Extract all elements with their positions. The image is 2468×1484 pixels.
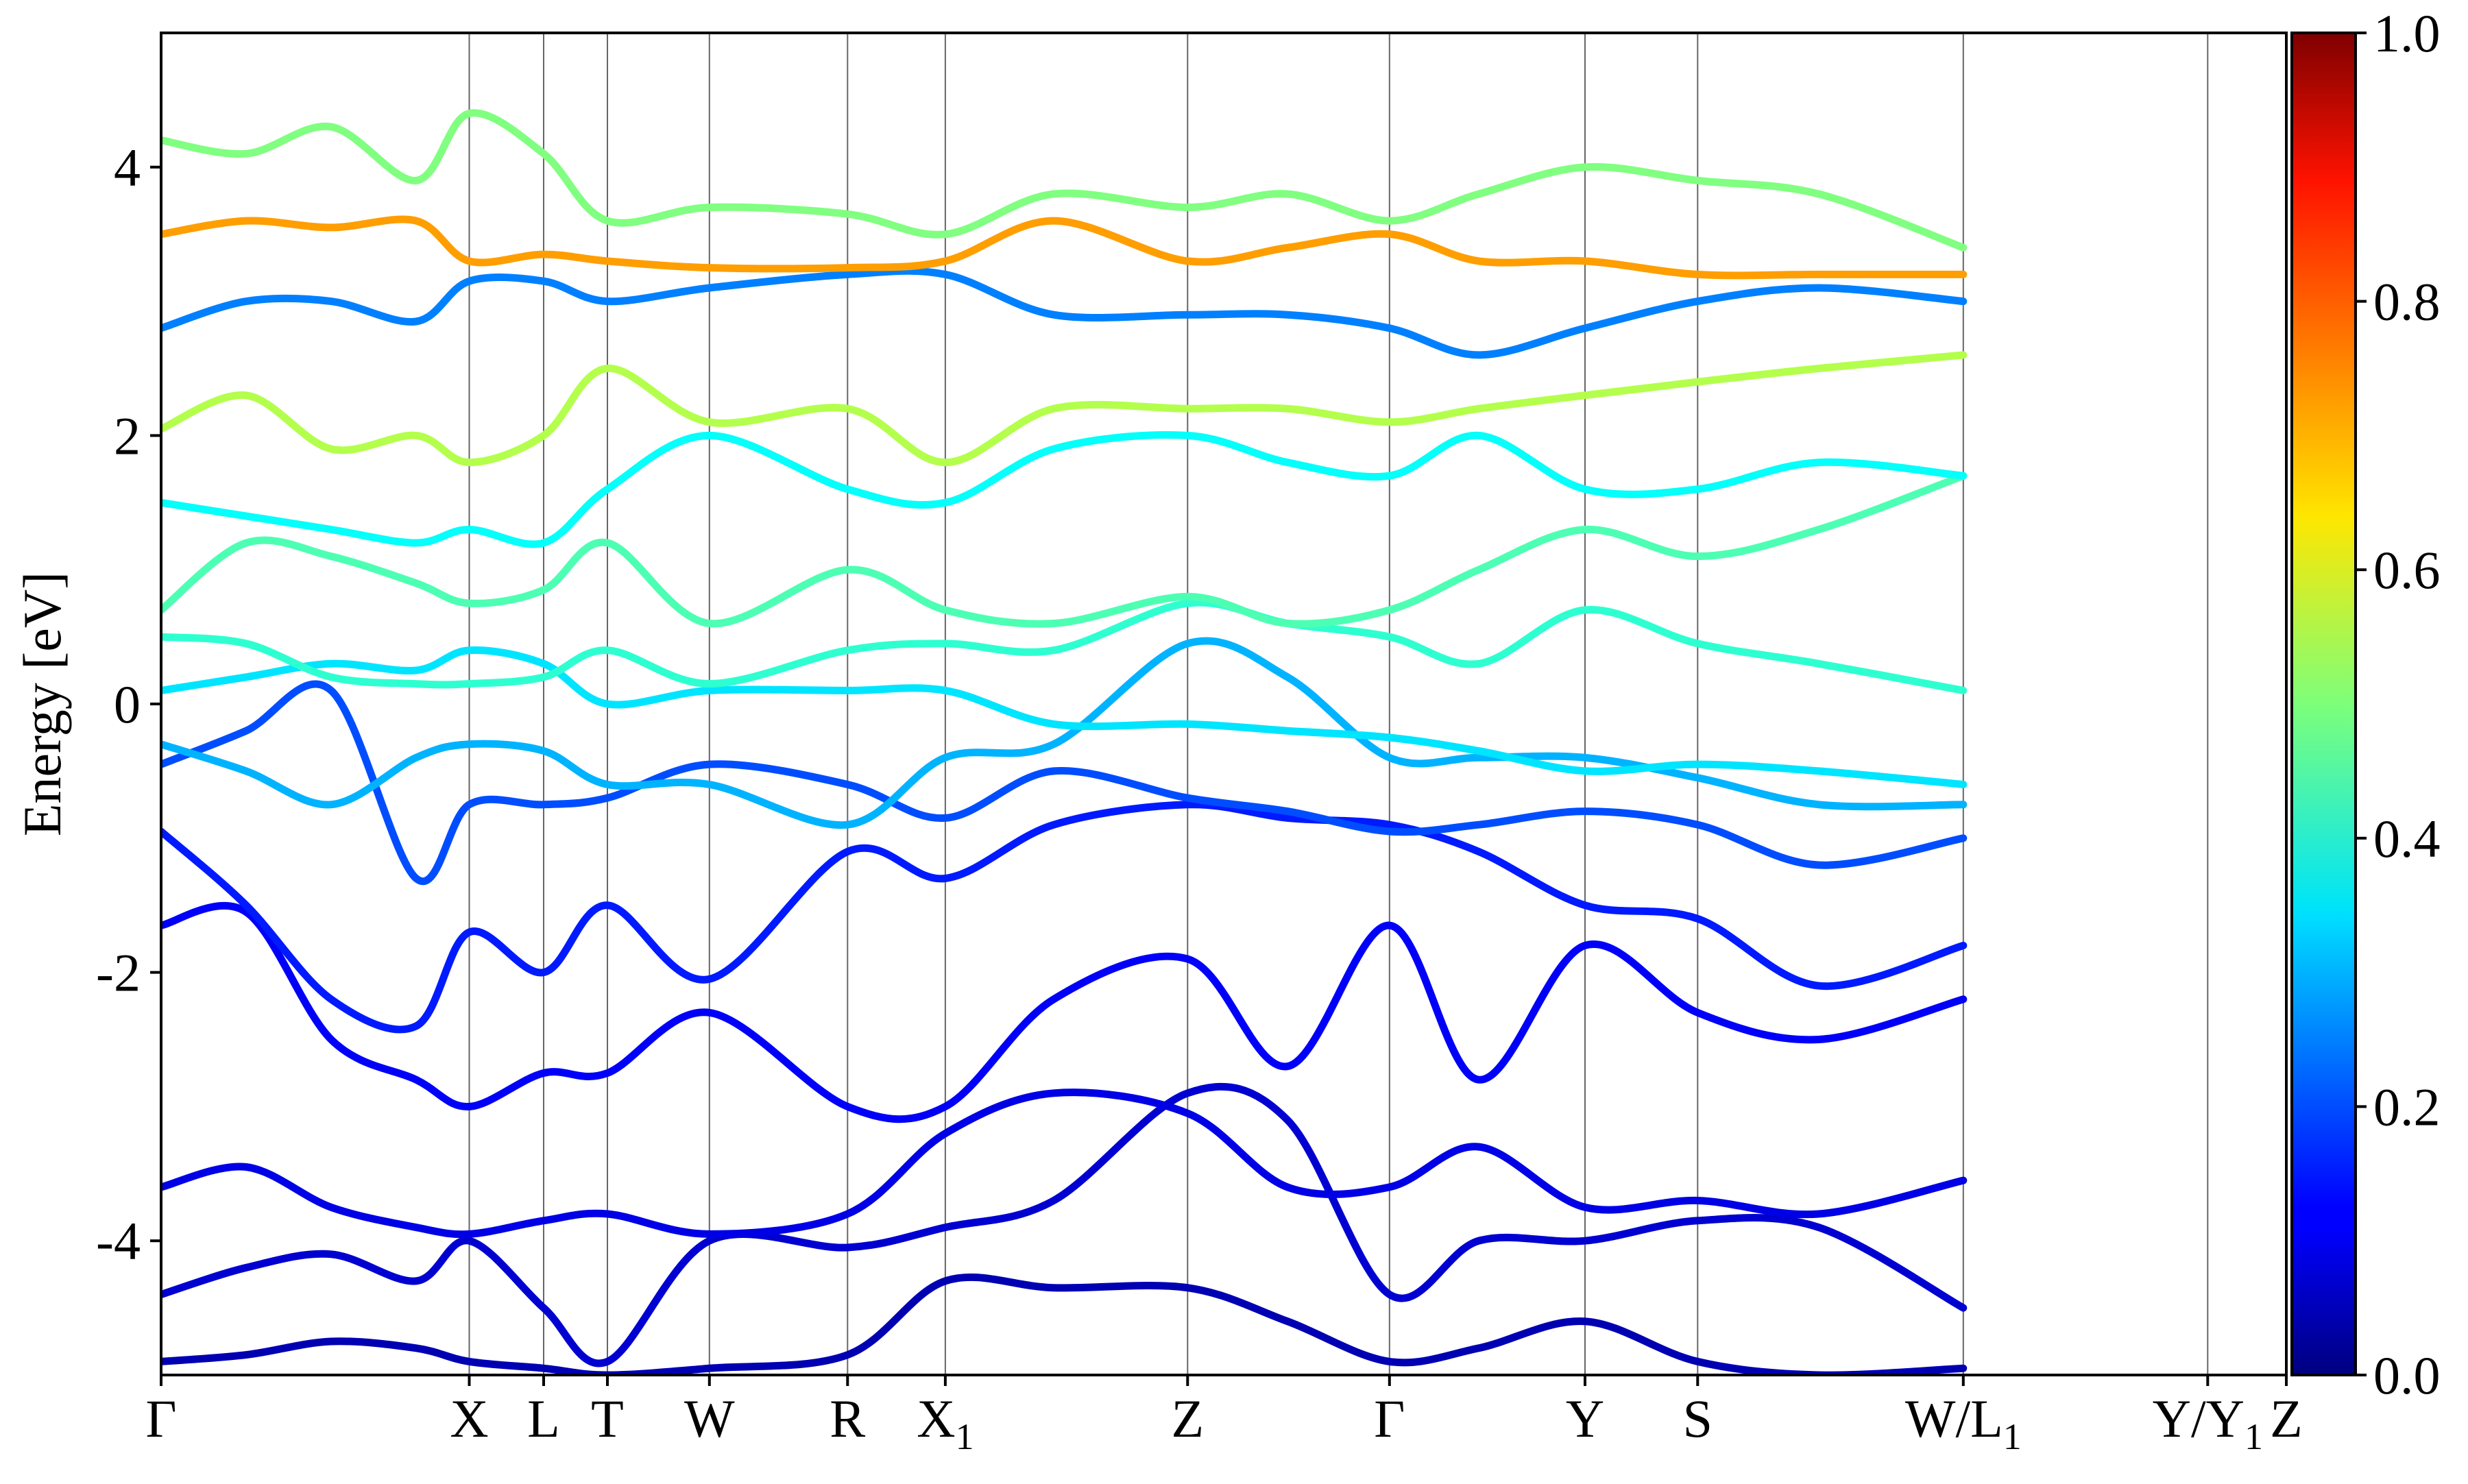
x-tick-label: S <box>1683 1389 1713 1448</box>
colorbar-tick-label: 0.2 <box>2373 1077 2441 1136</box>
bands <box>161 109 1968 1375</box>
band-line <box>161 1082 1968 1367</box>
x-tick-label: R <box>830 1389 865 1448</box>
band-line <box>161 1273 1968 1375</box>
colorbar-tick-label: 0.0 <box>2373 1346 2441 1405</box>
x-tick-label: Z <box>1171 1389 1204 1448</box>
band-line <box>161 680 1968 885</box>
band-line <box>161 267 1968 359</box>
band-line <box>161 431 1968 548</box>
x-tick-label: Y/Y1 <box>2153 1389 2263 1457</box>
band-line <box>161 901 1968 1123</box>
band-line <box>161 109 1968 252</box>
plot-frame <box>160 32 2288 1376</box>
colorbar-gradient <box>2290 32 2357 1376</box>
x-tick-label: Γ <box>1374 1389 1405 1448</box>
y-tick-label: -4 <box>96 1211 141 1271</box>
colorbar-tick-label: 1.0 <box>2373 3 2441 63</box>
band-line <box>161 801 1968 1034</box>
x-tick-label: T <box>591 1389 624 1448</box>
x-tick-label: X1 <box>917 1389 973 1457</box>
colorbar-tick-label: 0.8 <box>2373 272 2441 332</box>
x-tick-label: W <box>684 1389 735 1448</box>
x-tick-label: Z <box>2270 1389 2303 1448</box>
band-line <box>161 637 1968 829</box>
band-line <box>161 1088 1968 1239</box>
band-line <box>161 351 1968 467</box>
colorbar-tick-label: 0.4 <box>2373 809 2441 868</box>
y-axis: -4 -2 0 2 4 <box>96 138 161 1271</box>
x-tick-label: Y <box>1566 1389 1604 1448</box>
colorbar: 0.0 0.2 0.4 0.6 0.8 1.0 <box>2290 3 2441 1405</box>
kpoint-gridlines <box>468 33 2209 1375</box>
band-line <box>161 215 1968 280</box>
colorbar-tick-label: 0.6 <box>2373 540 2441 600</box>
x-axis: Γ X L T W R X1 Z Γ Y S W/L1 Y/Y1 Z <box>145 1375 2303 1457</box>
y-tick-label: 2 <box>114 406 141 465</box>
band-line <box>161 472 1968 628</box>
y-tick-label: 4 <box>114 138 141 197</box>
x-tick-label: Γ <box>145 1389 176 1448</box>
band-line <box>161 598 1968 694</box>
x-tick-label: W/L1 <box>1905 1389 2022 1457</box>
y-tick-label: -2 <box>96 943 141 1003</box>
colorbar-ticks: 0.0 0.2 0.4 0.6 0.8 1.0 <box>2356 3 2441 1405</box>
band-line <box>161 646 1968 788</box>
y-tick-label: 0 <box>114 674 141 734</box>
x-tick-label: L <box>527 1389 560 1448</box>
x-tick-label: X <box>450 1389 488 1448</box>
y-axis-label: Energy [eV] <box>12 572 72 836</box>
